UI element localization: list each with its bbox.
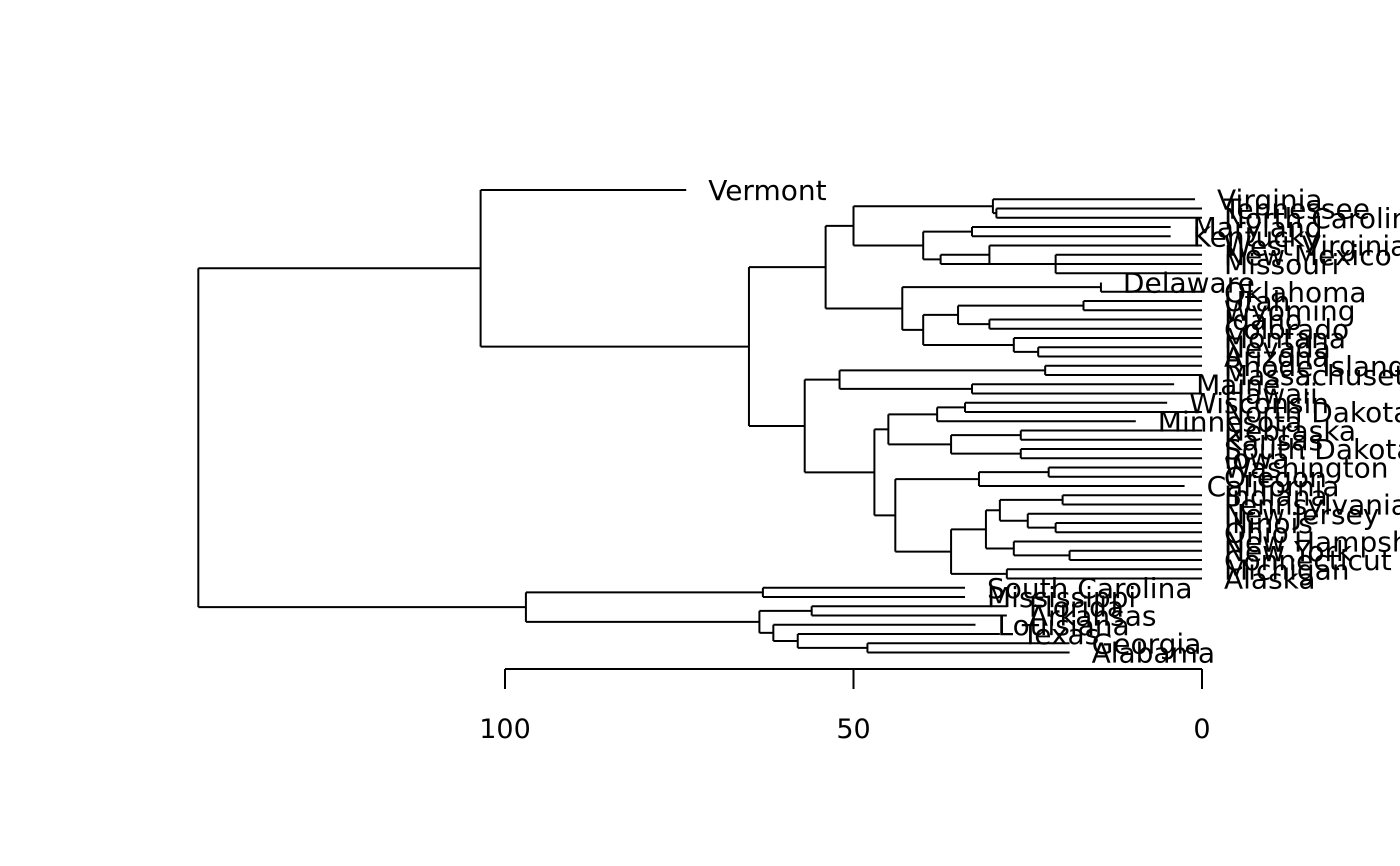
axis-tick-label: 50	[836, 714, 870, 745]
x-axis: 100 50 0	[479, 668, 1211, 745]
leaf-label: North Dakota	[1224, 396, 1400, 429]
leaf-label: Mississippi	[987, 581, 1136, 614]
leaf-label: Nevada	[1224, 331, 1331, 364]
leaf-label: Florida	[1029, 590, 1124, 623]
leaf-label: Montana	[1224, 322, 1346, 355]
leaf-label: Maryland	[1193, 211, 1323, 244]
leaf-label: Idaho	[1224, 304, 1302, 337]
leaf-label: Hawaii	[1224, 378, 1318, 411]
leaf-label: Oregon	[1224, 461, 1327, 494]
leaf-label: South Dakota	[1224, 433, 1400, 466]
leaf-label: Alaska	[1224, 563, 1316, 596]
leaf-label: West Virginia	[1224, 230, 1400, 263]
leaf-label: Kansas	[1224, 424, 1323, 457]
leaf-label: New Jersey	[1224, 498, 1379, 531]
leaf-label: Iowa	[1224, 442, 1289, 475]
leaf-label: Pennsylvania	[1224, 489, 1400, 522]
leaf-label: Maine	[1196, 368, 1280, 401]
axis-tick-label: 100	[479, 714, 531, 745]
leaf-label: Vermont	[708, 174, 826, 207]
leaf-label: Wyoming	[1224, 294, 1355, 327]
axis-tick-label: 0	[1193, 714, 1210, 745]
leaf-label: Connecticut	[1224, 544, 1392, 577]
leaf-label: Wisconsin	[1189, 387, 1329, 420]
leaf-label: Nebraska	[1224, 415, 1356, 448]
leaf-label: Utah	[1224, 285, 1290, 318]
leaf-label: New Mexico	[1224, 239, 1392, 272]
leaf-label: Colorado	[1224, 313, 1349, 346]
leaf-label: South Carolina	[987, 572, 1192, 605]
leaf-label: New Hampshire	[1224, 526, 1400, 559]
leaf-label: Virginia	[1217, 183, 1323, 216]
leaf-label: Minnesota	[1158, 405, 1303, 438]
leaf-label: Georgia	[1092, 627, 1202, 660]
leaf-label: Kentucky	[1193, 220, 1321, 253]
leaf-label: Oklahoma	[1224, 276, 1367, 309]
leaf-label: New York	[1224, 535, 1353, 568]
leaf-label: Michigan	[1224, 553, 1350, 586]
leaf-label: North Carolina	[1224, 202, 1400, 235]
leaf-label: Texas	[1021, 618, 1099, 651]
leaf-label: California	[1207, 470, 1340, 503]
leaf-label: Alabama	[1092, 637, 1215, 670]
leaf-label: Ohio	[1224, 516, 1289, 549]
dendrogram-branches	[197, 189, 1202, 654]
leaf-label: Indiana	[1224, 479, 1328, 512]
leaf-label: Washington	[1224, 452, 1389, 485]
leaf-label: Rhode Island	[1224, 350, 1400, 383]
leaf-label: Louisiana	[997, 609, 1129, 642]
leaf-label: Arizona	[1224, 341, 1329, 374]
leaf-label: Missouri	[1224, 248, 1339, 281]
leaf-label: Delaware	[1123, 267, 1255, 300]
leaf-label: Massachusetts	[1224, 359, 1400, 392]
leaf-label: Arkansas	[1029, 600, 1157, 633]
leaf-label: Tennessee	[1223, 193, 1370, 226]
leaf-label: Illinois	[1224, 507, 1313, 540]
